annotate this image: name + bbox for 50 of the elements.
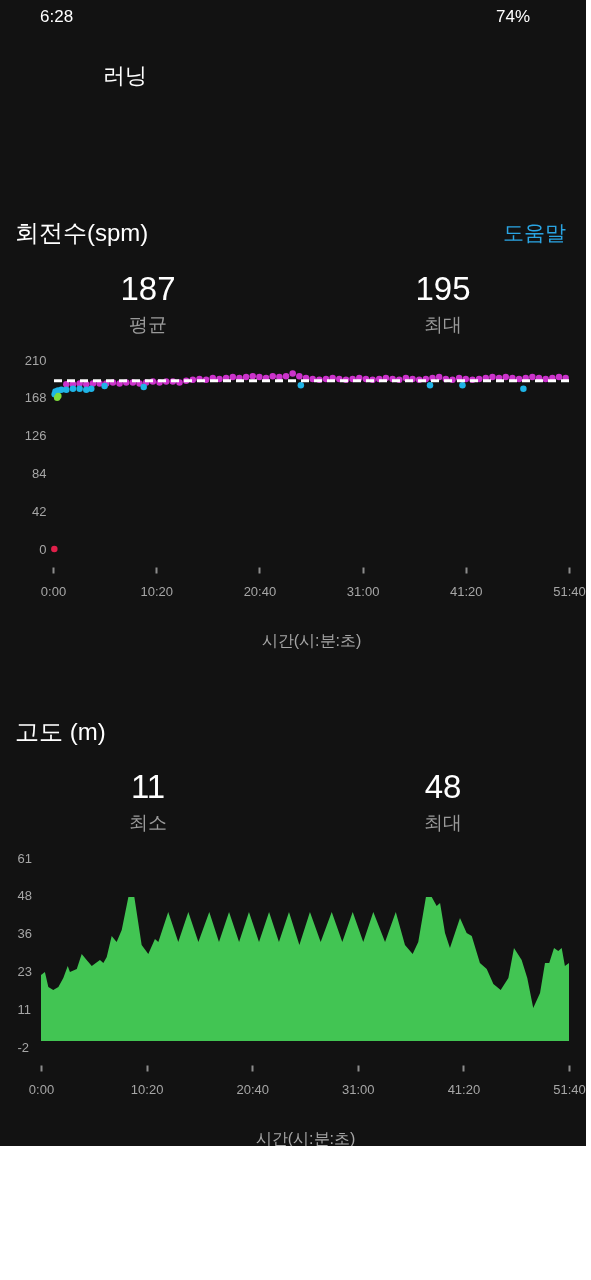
x-axis-title: 시간(시:분:초) [261, 631, 362, 649]
y-tick-label: 126 [24, 428, 47, 444]
text: 최소 [129, 812, 167, 833]
point [69, 385, 77, 393]
y-tick-label: -2 [17, 1039, 30, 1055]
y-tick-label: 0 [39, 541, 47, 557]
x-tick-label: 51:40 [553, 583, 586, 599]
text: 48 [424, 768, 462, 805]
point [520, 385, 527, 393]
x-tick-label: 41:20 [450, 583, 483, 599]
x-tick-label: 0:00 [28, 1081, 55, 1097]
text: 187 [120, 270, 176, 307]
text: 6:28 [40, 7, 74, 26]
x-tick-label: 31:00 [342, 1081, 375, 1097]
x-tick-label: 0:00 [40, 583, 67, 599]
chart-title: 고도 (m) [15, 718, 106, 745]
x-tick-label: 51:40 [553, 1081, 586, 1097]
y-tick-label: 210 [24, 352, 47, 368]
point [140, 383, 147, 391]
text: 최대 [424, 314, 462, 335]
x-tick-label: 10:20 [140, 583, 173, 599]
point [63, 386, 70, 393]
y-tick-label: 11 [17, 1001, 31, 1017]
x-tick-label: 10:20 [130, 1081, 164, 1097]
y-tick-label: 61 [17, 850, 32, 866]
point [297, 381, 305, 389]
y-tick-label: 23 [17, 963, 32, 979]
point [51, 545, 58, 553]
text: 11 [130, 768, 166, 805]
y-tick-label: 84 [32, 465, 47, 481]
x-tick-label: 20:40 [243, 583, 277, 599]
y-tick-label: 48 [17, 888, 32, 904]
x-tick-label: 41:20 [447, 1081, 481, 1097]
y-tick-label: 168 [24, 390, 47, 406]
chart-title: 회전수(spm) [15, 219, 149, 246]
x-tick-label: 31:00 [346, 583, 380, 599]
text: 러닝 [103, 63, 147, 88]
x-tick-label: 20:40 [236, 1081, 269, 1097]
text: 평균 [129, 314, 167, 335]
y-tick-label: 42 [32, 503, 47, 519]
text: 74% [495, 7, 531, 26]
text: 최대 [424, 812, 462, 833]
text: 195 [415, 270, 471, 307]
x-axis-title: 시간(시:분:초) [255, 1129, 356, 1147]
point [426, 381, 434, 389]
text: 도움말 [503, 221, 566, 244]
point [88, 385, 95, 393]
point [76, 385, 83, 393]
y-tick-label: 36 [17, 926, 32, 942]
point [459, 381, 466, 389]
